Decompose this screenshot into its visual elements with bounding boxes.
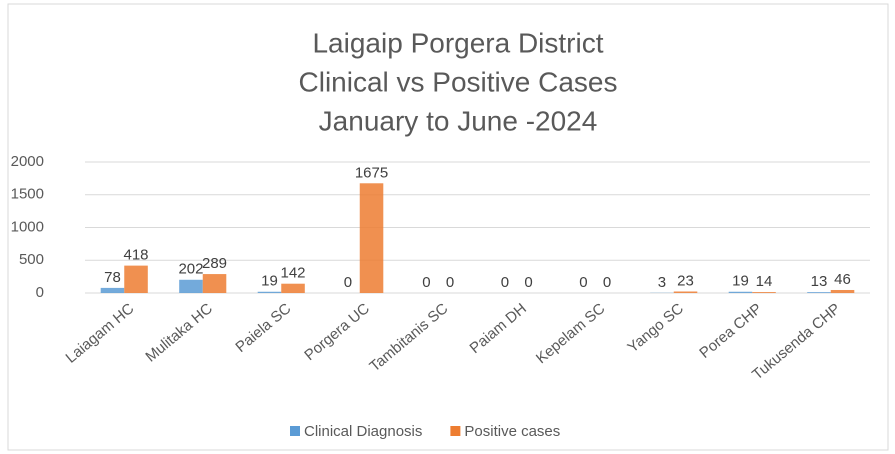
y-tick-label: 2000 bbox=[11, 153, 44, 170]
bar bbox=[673, 291, 698, 293]
data-label: 0 bbox=[524, 274, 532, 291]
data-label: 14 bbox=[756, 273, 773, 290]
bar bbox=[124, 265, 148, 293]
data-label: 0 bbox=[446, 274, 454, 291]
y-tick-label: 0 bbox=[36, 284, 44, 301]
bar bbox=[257, 291, 282, 293]
chart-title: Laigaip Porgera District bbox=[312, 27, 603, 58]
data-label: 418 bbox=[124, 247, 149, 264]
bar bbox=[830, 289, 855, 293]
bar bbox=[728, 291, 753, 293]
bar bbox=[202, 274, 227, 293]
chart-title: Clinical vs Positive Cases bbox=[299, 66, 618, 97]
legend-swatch bbox=[450, 426, 461, 436]
data-label: 19 bbox=[261, 273, 278, 290]
data-label: 0 bbox=[422, 274, 430, 291]
y-tick-label: 1500 bbox=[11, 186, 44, 203]
legend-label: Positive cases bbox=[464, 423, 560, 440]
bar bbox=[752, 292, 776, 293]
bar bbox=[359, 183, 384, 293]
chart-title: January to June -2024 bbox=[319, 105, 598, 136]
data-label: 13 bbox=[811, 273, 828, 290]
data-label: 23 bbox=[677, 272, 694, 289]
data-label: 19 bbox=[732, 273, 749, 290]
data-label: 202 bbox=[178, 261, 203, 278]
data-label: 46 bbox=[834, 271, 851, 288]
data-label: 1675 bbox=[355, 164, 388, 181]
data-label: 0 bbox=[501, 274, 509, 291]
data-label: 0 bbox=[603, 274, 611, 291]
data-label: 78 bbox=[104, 269, 121, 286]
legend-label: Clinical Diagnosis bbox=[304, 423, 422, 440]
bar bbox=[100, 287, 125, 293]
data-label: 0 bbox=[579, 274, 587, 291]
y-tick-label: 500 bbox=[19, 251, 44, 268]
bar bbox=[807, 292, 831, 293]
bar bbox=[179, 279, 203, 293]
data-label: 3 bbox=[658, 274, 666, 291]
data-label: 289 bbox=[202, 255, 227, 272]
data-label: 0 bbox=[344, 274, 352, 291]
legend-swatch bbox=[290, 426, 300, 436]
data-label: 142 bbox=[281, 265, 306, 282]
y-tick-label: 1000 bbox=[11, 218, 44, 235]
bar bbox=[281, 283, 305, 293]
